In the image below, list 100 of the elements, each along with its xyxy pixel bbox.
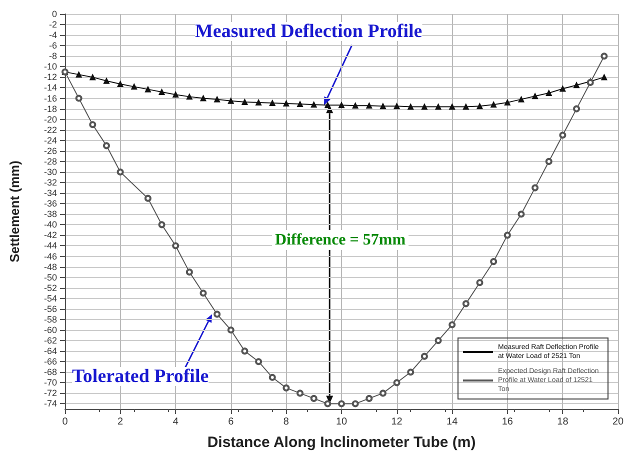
y-tick-label: -74 <box>44 398 57 409</box>
point <box>462 104 469 110</box>
x-tick-label: 20 <box>612 416 624 428</box>
point <box>297 101 304 108</box>
point <box>532 184 539 192</box>
point <box>434 337 442 344</box>
point <box>407 368 414 376</box>
point <box>476 103 483 110</box>
y-tick-label: -56 <box>44 304 57 314</box>
point <box>214 310 221 318</box>
point <box>338 102 344 108</box>
point <box>462 300 470 308</box>
point <box>504 99 510 106</box>
point <box>600 52 608 60</box>
y-tick-label: -26 <box>44 146 57 156</box>
y-tick-label: -38 <box>44 209 57 220</box>
x-tick-label: 0 <box>62 416 68 428</box>
y-tick-label: -2 <box>48 20 57 30</box>
y-tick-label: -52 <box>44 282 57 293</box>
point <box>242 98 248 105</box>
point <box>490 102 497 108</box>
point <box>90 74 96 80</box>
point <box>89 121 96 128</box>
y-axis-title: Settlement (mm) <box>7 160 22 262</box>
y-tick-label: 0 <box>52 9 57 19</box>
y-tick-label: -46 <box>44 251 57 262</box>
point <box>228 98 234 104</box>
point <box>131 84 138 90</box>
x-tick-label: 10 <box>336 416 348 428</box>
point <box>420 352 428 360</box>
point <box>268 374 276 381</box>
y-tick-label: -34 <box>44 188 57 198</box>
point <box>574 82 580 88</box>
point <box>435 104 442 110</box>
point <box>255 358 262 366</box>
point <box>200 95 206 102</box>
point <box>172 92 179 98</box>
point <box>394 103 400 110</box>
point <box>408 104 414 110</box>
point <box>448 321 456 328</box>
point <box>103 78 110 84</box>
y-tick-label: -24 <box>44 135 57 146</box>
point <box>282 384 290 392</box>
point <box>172 242 180 250</box>
y-tick-label: -68 <box>44 367 57 378</box>
x-tick-label: 16 <box>502 416 514 428</box>
point <box>116 168 124 176</box>
x-tick-label: 18 <box>557 416 569 428</box>
y-tick-label: -42 <box>44 230 57 240</box>
point <box>186 94 192 100</box>
point <box>324 400 332 408</box>
point <box>338 400 345 408</box>
y-tick-label: -64 <box>44 346 57 356</box>
point <box>144 194 152 202</box>
y-tick-label: -60 <box>44 325 57 335</box>
annotation: Measured Deflection Profile <box>195 21 422 42</box>
y-tick-label: -66 <box>44 356 57 367</box>
y-tick-label: -22 <box>44 124 57 135</box>
point <box>310 102 317 108</box>
x-tick-label: 6 <box>228 416 234 428</box>
y-tick-label: -32 <box>44 178 57 188</box>
point <box>310 394 318 402</box>
x-axis-title: Distance Along Inclinometer Tube (m) <box>207 434 476 451</box>
point <box>186 268 193 276</box>
point <box>518 210 525 218</box>
point <box>449 104 456 110</box>
y-tick-label: -70 <box>44 378 57 388</box>
y-tick-label: -36 <box>44 198 57 209</box>
y-tick-label: -72 <box>44 388 57 398</box>
y-tick-label: -20 <box>44 114 57 124</box>
y-tick-label: -10 <box>44 62 57 72</box>
point <box>601 74 608 80</box>
point <box>379 390 386 397</box>
y-tick-label: -62 <box>44 336 57 346</box>
point <box>200 290 207 297</box>
point <box>380 103 386 110</box>
point <box>490 258 498 266</box>
y-tick-label: -6 <box>48 40 57 51</box>
point <box>518 96 524 102</box>
y-tick-label: -40 <box>44 220 57 230</box>
point <box>324 102 331 108</box>
y-tick-label: -4 <box>48 30 57 40</box>
point <box>366 394 373 402</box>
point <box>476 279 484 286</box>
x-tick-label: 4 <box>172 416 179 428</box>
point <box>214 96 220 102</box>
point <box>559 132 566 139</box>
point <box>352 102 358 109</box>
y-tick-label: -30 <box>44 167 57 177</box>
y-tick-label: -18 <box>44 104 57 114</box>
y-tick-label: -50 <box>44 272 57 282</box>
point <box>532 93 538 100</box>
y-tick-label: -48 <box>44 262 57 272</box>
y-tick-label: -44 <box>44 240 57 251</box>
point <box>573 105 580 112</box>
annotation: Difference = 57mm <box>275 232 406 248</box>
point <box>158 221 166 228</box>
point <box>560 86 566 92</box>
y-tick-label: -16 <box>44 93 57 104</box>
y-tick-label: -8 <box>48 51 57 62</box>
